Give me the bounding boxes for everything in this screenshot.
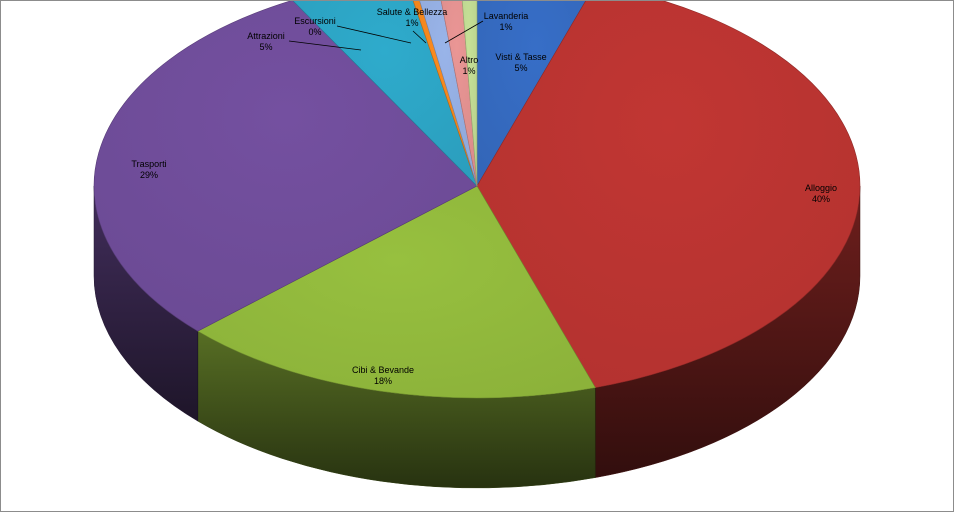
pie-sides [93,185,861,489]
data-value-lavanderia: 1% [499,22,512,32]
data-label-attrazioni: Attrazioni [247,31,285,41]
data-value-attrazioni: 5% [259,42,272,52]
data-value-alloggio: 40% [812,194,830,204]
data-value-trasporti: 29% [140,170,158,180]
leader-line-escursioni [336,25,412,44]
leader-line-lavanderia [444,20,484,44]
leader-lines [288,20,484,51]
data-label-salute-and-bellezza: Salute & Bellezza [377,7,448,17]
data-label-escursioni: Escursioni [294,16,336,26]
data-value-escursioni: 0% [308,27,321,37]
slice-escursioni [412,1,478,187]
data-value-cibi-and-bevande: 18% [374,376,392,386]
slice-altro [461,1,478,187]
data-label-visti-and-tasse: Visti & Tasse [495,52,546,62]
data-value-altro: 1% [462,66,475,76]
slice-lavanderia [440,1,478,187]
pie-tops [93,1,861,399]
leader-line-salute-and-bellezza [412,30,427,44]
slice-trasporti [93,1,478,332]
data-label-trasporti: Trasporti [131,159,166,169]
data-label-lavanderia: Lavanderia [484,11,529,21]
slice-salute-and-bellezza [419,1,478,187]
data-value-salute-and-bellezza: 1% [405,18,418,28]
data-label-alloggio: Alloggio [805,183,837,193]
slice-alloggio [476,1,861,388]
slice-visti-and-tasse [476,1,586,188]
data-label-cibi-and-bevande: Cibi & Bevande [352,365,414,375]
slice-attrazioni [292,1,478,187]
data-label-altro: Altro [460,55,479,65]
slice-cibi-and-bevande [197,185,596,399]
leader-line-attrazioni [288,40,362,51]
data-value-visti-and-tasse: 5% [514,63,527,73]
